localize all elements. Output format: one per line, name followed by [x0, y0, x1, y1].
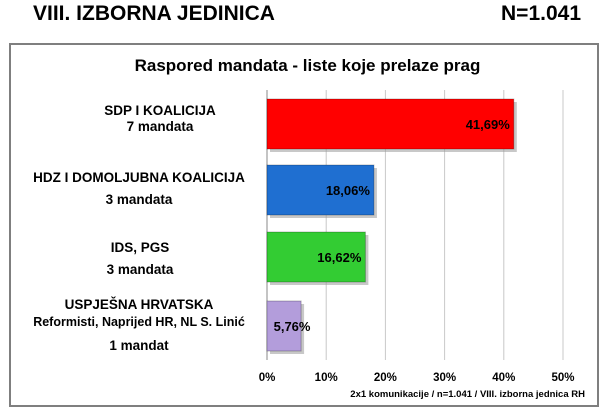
category-seats: 1 mandat [109, 338, 169, 354]
bar-value-label: 18,06% [326, 183, 371, 198]
x-tick-label: 10% [315, 372, 338, 384]
category-seats: 3 mandata [106, 262, 174, 278]
x-tick-label: 40% [492, 372, 515, 384]
bar [266, 98, 515, 150]
category-subtitle: Reformisti, Naprijed HR, NL S. Linić [33, 315, 245, 330]
category-label-hdz: HDZ I DOMOLJUBNA KOALICIJA 3 mandata [10, 170, 268, 208]
x-tick-label: 20% [374, 372, 397, 384]
bar [266, 231, 366, 283]
category-seats: 3 mandata [105, 192, 173, 208]
page-title: VIII. IZBORNA JEDINICA [33, 2, 275, 25]
category-label-uspjesna: USPJEŠNA HRVATSKA Reformisti, Naprijed H… [10, 297, 268, 354]
x-tick-label: 50% [551, 372, 574, 384]
category-seats: 7 mandata [126, 119, 194, 135]
bar-value-label: 16,62% [317, 250, 362, 265]
sample-size: N=1.041 [501, 2, 581, 25]
source-note: 2x1 komunikacije / n=1.041 / VIII. izbor… [350, 389, 585, 400]
category-label-ids: IDS, PGS 3 mandata [40, 240, 240, 278]
category-name: USPJEŠNA HRVATSKA [64, 297, 214, 312]
bar-value-label: 5,76% [274, 319, 311, 334]
category-name: IDS, PGS [110, 240, 170, 255]
category-label-sdp: SDP I KOALICIJA 7 mandata [60, 103, 260, 135]
bar [266, 300, 302, 352]
chart-title: Raspored mandata - liste koje prelaze pr… [134, 56, 481, 75]
bar [266, 164, 375, 216]
category-name: HDZ I DOMOLJUBNA KOALICIJA [33, 170, 245, 185]
category-name: SDP I KOALICIJA [104, 103, 216, 118]
x-tick-label: 0% [259, 372, 276, 384]
bar-value-label: 41,69% [466, 117, 511, 132]
x-tick-label: 30% [433, 372, 456, 384]
